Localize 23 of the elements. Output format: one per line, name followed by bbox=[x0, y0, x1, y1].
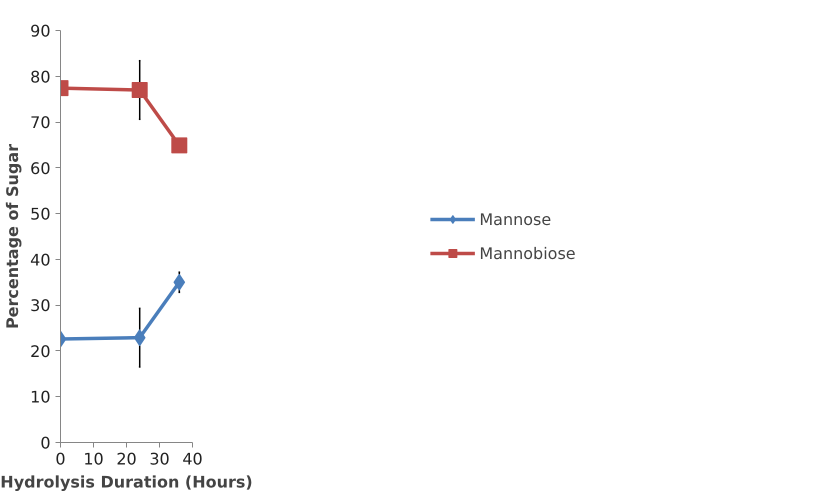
x-tick-label: 40 bbox=[182, 450, 203, 468]
x-tick-label: 10 bbox=[83, 450, 104, 468]
y-tick-label: 30 bbox=[30, 296, 50, 316]
y-tick-label: 0 bbox=[40, 434, 51, 452]
y-tick-label: 80 bbox=[30, 67, 50, 86]
y-tick-label: 60 bbox=[30, 158, 50, 178]
x-tick-label: 20 bbox=[116, 450, 137, 468]
point bbox=[134, 329, 146, 346]
y-axis-title: Percentage of Sugar bbox=[3, 144, 22, 330]
y-tick-label: 90 bbox=[30, 22, 50, 40]
point bbox=[132, 82, 148, 98]
x-tick-label: 0 bbox=[55, 450, 66, 468]
legend-label: Mannobiose bbox=[479, 244, 576, 262]
y-tick-label: 10 bbox=[30, 388, 50, 407]
x-axis-title: Hydrolysis Duration (Hours) bbox=[0, 472, 253, 492]
point bbox=[173, 274, 186, 291]
point bbox=[171, 137, 188, 154]
y-tick-label: 20 bbox=[30, 342, 50, 361]
legend-label: Mannose bbox=[479, 210, 552, 228]
y-tick-label: 50 bbox=[30, 204, 50, 224]
x-tick-label: 30 bbox=[149, 450, 170, 468]
y-tick-label: 40 bbox=[30, 250, 50, 270]
y-tick-label: 70 bbox=[30, 113, 50, 132]
